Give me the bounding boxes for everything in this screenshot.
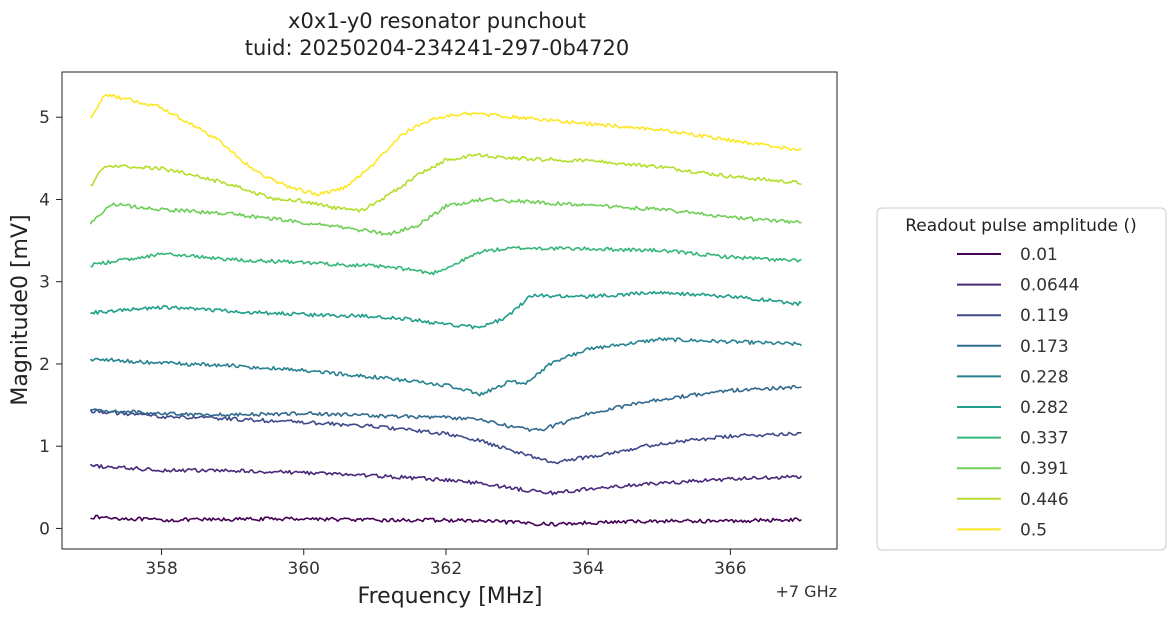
series-line-0.5 bbox=[89, 93, 802, 197]
y-axis-label: Magnitude0 [mV] bbox=[8, 214, 33, 405]
y-tick-label: 4 bbox=[39, 190, 50, 210]
legend-label: 0.282 bbox=[1020, 398, 1069, 418]
legend: Readout pulse amplitude () 0.01 0.0644 0.1… bbox=[876, 207, 1167, 551]
y-tick-label: 0 bbox=[39, 519, 50, 539]
legend-label: 0.01 bbox=[1020, 245, 1058, 265]
x-axis-label: Frequency [MHz] bbox=[358, 584, 543, 609]
chart-title: x0x1-y0 resonator punchout bbox=[288, 9, 586, 33]
series-line-0.228 bbox=[89, 337, 802, 397]
series-line-0.391 bbox=[89, 197, 802, 236]
y-tick-label: 2 bbox=[39, 355, 50, 375]
series-line-0.282 bbox=[90, 290, 802, 330]
series-line-0.0644 bbox=[89, 463, 803, 496]
series-line-0.337 bbox=[90, 245, 802, 276]
x-axis-offset-label: +7 GHz bbox=[776, 582, 838, 601]
x-tick-label: 358 bbox=[145, 559, 177, 579]
x-axis-ticks: 358 360 362 364 366 bbox=[145, 549, 747, 579]
legend-frame bbox=[876, 207, 1167, 551]
legend-label: 0.446 bbox=[1020, 490, 1069, 510]
y-tick-label: 5 bbox=[39, 108, 50, 128]
series-line-0.119 bbox=[89, 409, 802, 465]
x-tick-label: 366 bbox=[714, 559, 746, 579]
plot-frame bbox=[61, 71, 838, 550]
legend-title: Readout pulse amplitude () bbox=[905, 216, 1137, 236]
legend-label: 0.0644 bbox=[1020, 276, 1079, 296]
legend-items: 0.01 0.0644 0.119 0.173 0.228 0.282 0.337 0.391… bbox=[957, 245, 1079, 540]
legend-label: 0.228 bbox=[1020, 367, 1069, 387]
x-tick-label: 364 bbox=[572, 559, 604, 579]
legend-label: 0.119 bbox=[1020, 306, 1069, 326]
series-line-0.01 bbox=[90, 514, 802, 527]
legend-label: 0.337 bbox=[1020, 429, 1069, 449]
plot-area bbox=[61, 71, 838, 550]
series-line-0.446 bbox=[90, 153, 802, 213]
x-tick-label: 362 bbox=[430, 559, 462, 579]
x-tick-label: 360 bbox=[288, 559, 320, 579]
series-layer bbox=[89, 93, 803, 527]
legend-label: 0.5 bbox=[1020, 520, 1047, 540]
series-line-0.173 bbox=[90, 384, 802, 433]
y-tick-label: 1 bbox=[39, 437, 50, 457]
y-axis-ticks: 0 1 2 3 4 5 bbox=[39, 108, 62, 539]
chart-subtitle: tuid: 20250204-234241-297-0b4720 bbox=[245, 36, 629, 60]
legend-label: 0.391 bbox=[1020, 459, 1069, 479]
y-tick-label: 3 bbox=[39, 273, 50, 293]
legend-label: 0.173 bbox=[1020, 337, 1069, 357]
